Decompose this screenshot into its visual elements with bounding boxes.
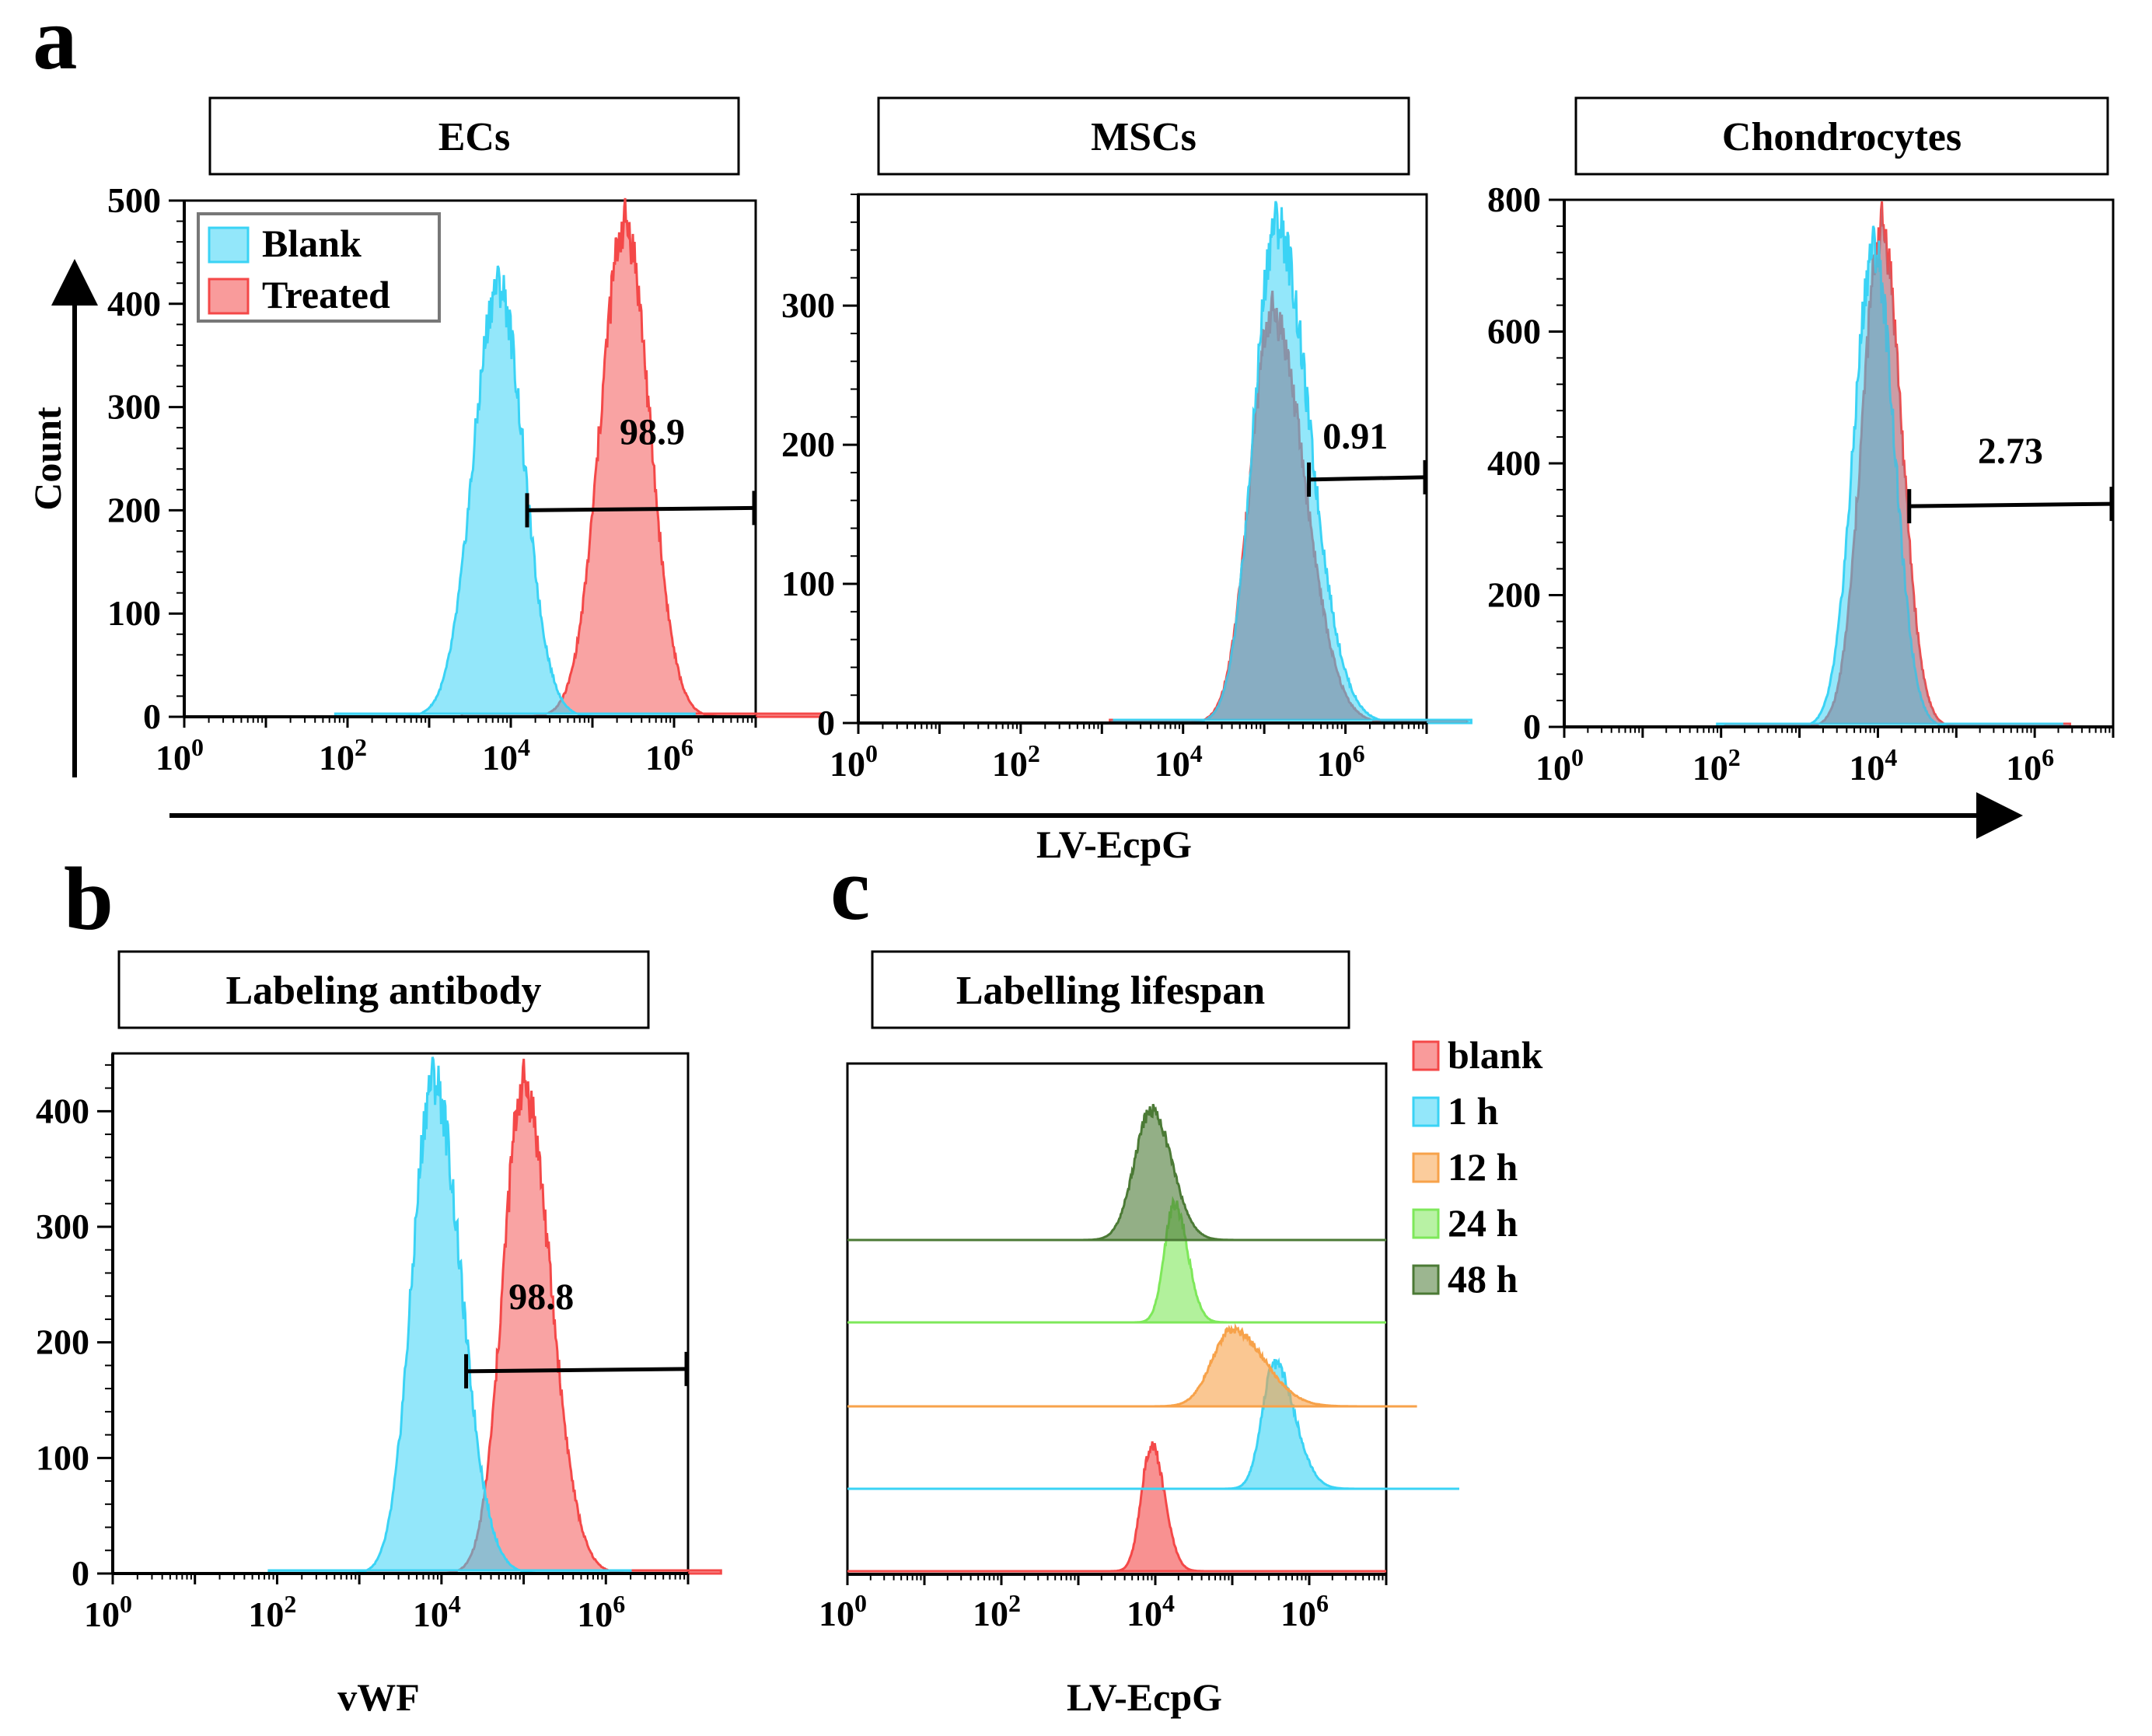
panel-label-c: c <box>830 840 870 938</box>
ecs-y-tick-label: 400 <box>107 284 161 323</box>
ecs-y-tick-label: 200 <box>107 490 161 529</box>
labelling_lifespan-series-12h <box>1078 1322 1417 1408</box>
ecs-gate-line <box>526 505 755 512</box>
labelling_lifespan-x-tick-label: 100 <box>819 1589 867 1633</box>
mscs-gate-label: 0.91 <box>1322 416 1388 457</box>
mscs-plot-frame <box>857 193 1428 725</box>
labeling_antibody-x-tick-label: 100 <box>84 1590 132 1634</box>
mscs-gate-line <box>1308 475 1426 482</box>
labeling_antibody-title: Labeling antibody <box>225 969 541 1013</box>
ecs-title-box <box>208 96 740 176</box>
ecs-gate-label: 98.9 <box>620 411 685 452</box>
labelling_lifespan-title-box <box>871 950 1350 1029</box>
chondrocytes-title: Chondrocytes <box>1722 115 1962 159</box>
labelling_lifespan-x-tick-label: 104 <box>1127 1589 1175 1633</box>
ecs-x-tick-label: 104 <box>482 733 530 777</box>
ecs-legend-swatch <box>208 226 250 264</box>
ecs-y-tick-label: 0 <box>143 697 161 736</box>
chondrocytes-x-tick-label: 104 <box>1849 743 1897 788</box>
mscs-x-tick-label: 100 <box>830 739 878 784</box>
chondrocytes-y-tick-label: 200 <box>1487 575 1541 615</box>
labelling_lifespan-legend-swatch <box>1412 1264 1440 1295</box>
labeling_antibody-y-tick-label: 0 <box>72 1553 89 1593</box>
labelling_lifespan-x-tick-label: 106 <box>1280 1589 1329 1633</box>
ecs-x-tick-label: 102 <box>319 733 367 777</box>
labelling_lifespan-x-tick-label: 102 <box>973 1589 1021 1633</box>
lv-axis-label: LV-EcpG <box>1036 823 1192 866</box>
labeling_antibody-y-tick-label: 400 <box>36 1091 89 1130</box>
chondrocytes-x-tick-label: 100 <box>1535 743 1584 788</box>
ecs-x-tick-label: 100 <box>155 733 204 777</box>
mscs-y-tick-label: 0 <box>817 703 835 742</box>
ecs-legend-swatch <box>208 278 250 315</box>
chart-labelling_lifespan: Labelling lifespan 100 102 104 106 LV-EcpG bla… <box>819 950 1543 1719</box>
labelling_lifespan-legend-label: 12 h <box>1448 1145 1518 1189</box>
mscs-x-tick-label: 104 <box>1155 739 1203 784</box>
labelling_lifespan-legend-swatch <box>1412 1040 1440 1071</box>
mscs-x-tick-label: 106 <box>1317 739 1365 784</box>
ecs-legend: Blank Treated <box>197 212 441 323</box>
ecs-title: ECs <box>438 115 510 159</box>
labelling_lifespan-legend-label: 48 h <box>1448 1257 1518 1301</box>
labeling_antibody-y-tick-label: 300 <box>36 1207 89 1246</box>
mscs-y-tick-label: 200 <box>781 424 835 464</box>
mscs-x-tick-label: 102 <box>992 739 1040 784</box>
ecs-y-tick-label: 100 <box>107 593 161 633</box>
labeling_antibody-y-tick-label: 100 <box>36 1437 89 1477</box>
chondrocytes-y-tick-label: 800 <box>1487 180 1541 219</box>
panel-label-a: a <box>33 0 78 88</box>
labelling_lifespan-legend-label: 1 h <box>1448 1089 1499 1133</box>
chondrocytes-title-box <box>1574 96 2109 176</box>
labelling_lifespan-legend-swatch <box>1412 1152 1440 1183</box>
labeling_antibody-gate-label: 98.8 <box>508 1277 574 1318</box>
chart-chondrocytes: Chondrocytes 0 200 400 600 800 100 102 104 106 2.7… <box>1487 96 2115 788</box>
chondrocytes-x-tick-label: 102 <box>1693 743 1741 788</box>
labeling_antibody-x-label: vWF <box>337 1675 420 1719</box>
chondrocytes-y-tick-label: 400 <box>1487 443 1541 483</box>
ecs-legend-label: Blank <box>262 222 362 265</box>
labeling_antibody-title-box <box>117 950 650 1029</box>
ecs-y-tick-label: 500 <box>107 180 161 220</box>
mscs-y-tick-label: 300 <box>781 285 835 325</box>
panel-label-b: b <box>64 850 114 948</box>
labeling_antibody-x-tick-label: 106 <box>577 1590 625 1634</box>
ecs-x-tick-label: 106 <box>645 733 693 777</box>
chondrocytes-gate-line <box>1909 501 2112 508</box>
chondrocytes-y-tick-label: 600 <box>1487 312 1541 351</box>
labelling_lifespan-legend-label: blank <box>1448 1033 1543 1077</box>
chondrocytes-series-overlap <box>1724 201 2070 727</box>
labeling_antibody-gate-line <box>466 1367 687 1374</box>
labelling_lifespan-plot-frame <box>846 1062 1388 1576</box>
count-axis-label: Count <box>26 407 69 511</box>
mscs-title-box <box>877 96 1410 176</box>
chondrocytes-x-tick-label: 106 <box>2006 743 2054 788</box>
labelling_lifespan-series-blank <box>997 1441 1336 1573</box>
labelling_lifespan-x-label: LV-EcpG <box>1067 1675 1222 1719</box>
mscs-series-overlap <box>1109 291 1468 723</box>
mscs-y-tick-label: 100 <box>781 564 835 603</box>
labelling_lifespan-legend: blank 1 h 12 h 24 h 48 h <box>1412 1033 1543 1301</box>
chondrocytes-gate-label: 2.73 <box>1978 431 2043 472</box>
labelling_lifespan-series-24h <box>1020 1196 1360 1324</box>
ecs-y-tick-label: 300 <box>107 387 161 427</box>
labelling_lifespan-legend-swatch <box>1412 1208 1440 1239</box>
ecs-legend-label: Treated <box>262 273 390 316</box>
labeling_antibody-x-tick-label: 102 <box>248 1590 296 1634</box>
labelling_lifespan-series-48h <box>997 1103 1336 1242</box>
labelling_lifespan-legend-label: 24 h <box>1448 1201 1518 1245</box>
mscs-title: MSCs <box>1091 115 1197 159</box>
labeling_antibody-x-tick-label: 104 <box>413 1590 461 1634</box>
labeling_antibody-y-tick-label: 200 <box>36 1322 89 1362</box>
labelling_lifespan-legend-swatch <box>1412 1096 1440 1127</box>
labelling_lifespan-title: Labelling lifespan <box>956 969 1265 1013</box>
chondrocytes-y-tick-label: 0 <box>1523 707 1541 746</box>
